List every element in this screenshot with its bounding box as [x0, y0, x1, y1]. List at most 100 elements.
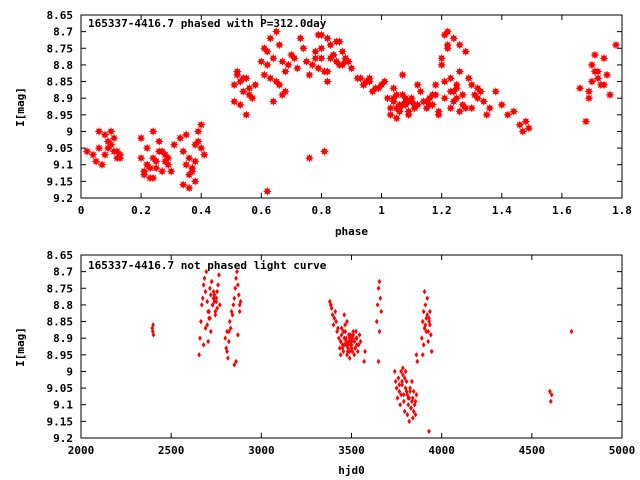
data-point	[201, 282, 206, 288]
data-point	[229, 80, 239, 90]
data-point	[587, 60, 597, 70]
data-point	[404, 378, 409, 385]
data-point	[296, 33, 305, 43]
data-point	[406, 401, 411, 408]
data-point	[449, 33, 459, 43]
data-point	[339, 325, 344, 332]
data-point	[213, 308, 218, 315]
data-point	[262, 60, 272, 70]
data-point	[406, 395, 411, 401]
data-point	[184, 170, 194, 180]
data-point	[232, 295, 237, 302]
data-point	[336, 335, 341, 342]
data-point	[151, 157, 161, 166]
y-tick-label: 9.05	[47, 382, 74, 395]
x-tick-label: 0.6	[251, 204, 271, 217]
data-point	[421, 341, 426, 348]
data-point	[411, 388, 416, 395]
data-point	[401, 100, 410, 110]
data-point	[338, 351, 343, 358]
data-point	[393, 378, 398, 385]
x-tick-label: 0.8	[312, 204, 332, 217]
data-point	[356, 73, 365, 83]
x-tick-label: 5000	[609, 444, 636, 457]
data-point	[196, 143, 206, 153]
data-point	[226, 355, 230, 361]
data-point	[386, 110, 395, 120]
data-point	[193, 137, 203, 146]
data-point	[485, 103, 495, 113]
y-tick-label: 8.9	[53, 332, 73, 345]
data-point	[181, 130, 191, 140]
data-point	[342, 312, 347, 318]
data-point	[202, 275, 207, 282]
data-point	[349, 345, 354, 352]
data-point	[142, 143, 152, 153]
data-point	[82, 147, 92, 156]
data-point	[334, 318, 339, 325]
data-point	[100, 130, 110, 140]
data-point	[88, 150, 98, 160]
data-point	[341, 328, 346, 335]
data-point	[455, 40, 465, 50]
data-point	[241, 110, 251, 120]
data-point	[210, 302, 215, 308]
data-point	[420, 318, 425, 325]
data-point	[611, 40, 621, 50]
chart-title: 165337-4416.7 not phased light curve	[88, 259, 327, 272]
y-tick-label: 8.65	[47, 249, 74, 262]
data-point	[355, 335, 359, 342]
data-point	[175, 133, 185, 143]
data-point	[392, 113, 401, 123]
data-point	[408, 388, 413, 395]
x-tick-label: 0.2	[131, 204, 151, 217]
x-tick-label: 0.4	[191, 204, 211, 217]
x-tick-label: 1	[378, 204, 385, 217]
data-point	[284, 60, 293, 70]
data-point	[236, 292, 241, 298]
data-point	[232, 67, 242, 76]
data-point	[190, 157, 200, 166]
data-point	[166, 167, 176, 176]
data-point	[569, 328, 574, 335]
y-tick-label: 8.9	[53, 92, 73, 105]
data-point	[217, 272, 221, 278]
data-point	[410, 100, 419, 110]
data-point	[178, 180, 188, 190]
data-point	[353, 345, 358, 352]
data-point	[244, 83, 254, 93]
data-point	[347, 63, 356, 73]
data-point	[587, 77, 597, 86]
data-point	[268, 97, 278, 106]
data-point	[423, 322, 428, 328]
data-point	[347, 335, 352, 342]
data-point	[204, 268, 209, 275]
data-point	[344, 338, 348, 345]
data-point	[422, 97, 432, 106]
data-point	[198, 335, 202, 342]
x-tick-label: 1.4	[492, 204, 512, 217]
y-tick-label: 9.2	[53, 192, 73, 205]
data-point	[227, 318, 232, 325]
data-point	[209, 278, 214, 285]
data-point	[278, 57, 287, 66]
data-point	[234, 275, 238, 282]
data-point	[196, 120, 206, 130]
data-point	[425, 295, 430, 302]
data-point	[332, 315, 337, 322]
data-point	[199, 150, 209, 160]
data-point	[148, 173, 158, 183]
data-point	[281, 87, 290, 96]
data-point	[584, 87, 594, 96]
data-point	[342, 341, 347, 348]
data-point	[91, 157, 101, 166]
data-point	[581, 117, 591, 126]
y-tick-label: 9	[66, 125, 73, 138]
data-point	[323, 67, 332, 76]
x-tick-label: 1.2	[432, 204, 452, 217]
data-point	[419, 335, 424, 342]
data-point	[299, 43, 308, 53]
data-point	[214, 298, 219, 305]
data-point	[347, 355, 352, 361]
